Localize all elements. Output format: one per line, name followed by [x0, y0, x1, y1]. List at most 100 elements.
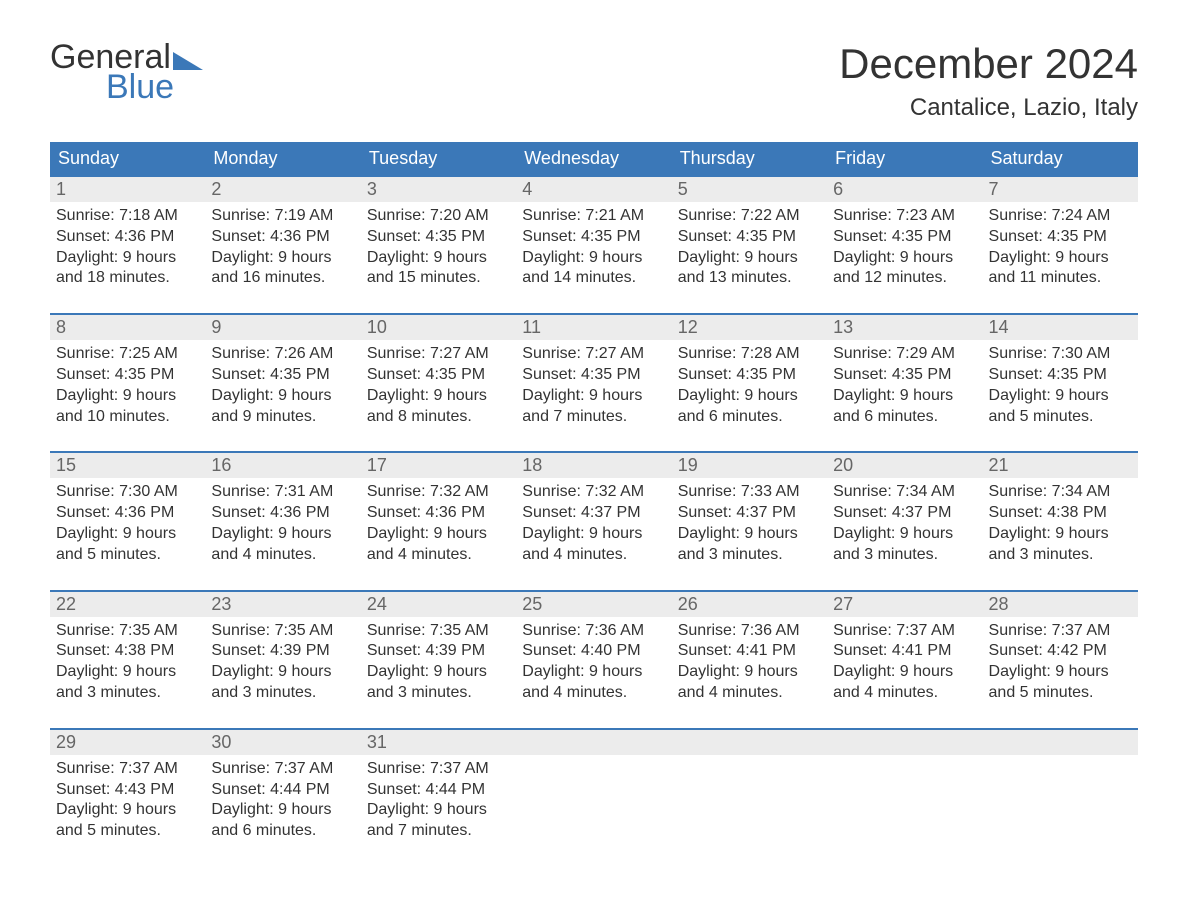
daylight-line: Daylight: 9 hours and 4 minutes.	[211, 524, 354, 566]
day-number: 15	[50, 453, 205, 478]
sunset-line: Sunset: 4:35 PM	[211, 365, 354, 386]
sunrise-line: Sunrise: 7:27 AM	[367, 344, 510, 365]
sunrise-line: Sunrise: 7:20 AM	[367, 206, 510, 227]
daylight-line: Daylight: 9 hours and 9 minutes.	[211, 386, 354, 428]
sunset-line: Sunset: 4:39 PM	[367, 641, 510, 662]
calendar-week: 15Sunrise: 7:30 AMSunset: 4:36 PMDayligh…	[50, 451, 1138, 571]
sunrise-line: Sunrise: 7:34 AM	[989, 482, 1132, 503]
daylight-line: Daylight: 9 hours and 16 minutes.	[211, 248, 354, 290]
daylight-line: Daylight: 9 hours and 3 minutes.	[367, 662, 510, 704]
calendar-day: 8Sunrise: 7:25 AMSunset: 4:35 PMDaylight…	[50, 315, 205, 433]
sunset-line: Sunset: 4:39 PM	[211, 641, 354, 662]
logo: General Blue	[50, 40, 203, 104]
day-body: Sunrise: 7:19 AMSunset: 4:36 PMDaylight:…	[205, 202, 360, 295]
daylight-line: Daylight: 9 hours and 4 minutes.	[678, 662, 821, 704]
day-body: Sunrise: 7:20 AMSunset: 4:35 PMDaylight:…	[361, 202, 516, 295]
day-body: Sunrise: 7:36 AMSunset: 4:40 PMDaylight:…	[516, 617, 671, 710]
day-body: Sunrise: 7:32 AMSunset: 4:36 PMDaylight:…	[361, 478, 516, 571]
sunset-line: Sunset: 4:41 PM	[678, 641, 821, 662]
day-number: 21	[983, 453, 1138, 478]
sunset-line: Sunset: 4:35 PM	[367, 227, 510, 248]
sunset-line: Sunset: 4:35 PM	[989, 227, 1132, 248]
sunset-line: Sunset: 4:44 PM	[367, 780, 510, 801]
day-body: Sunrise: 7:37 AMSunset: 4:44 PMDaylight:…	[205, 755, 360, 848]
calendar-day-header: SundayMondayTuesdayWednesdayThursdayFrid…	[50, 142, 1138, 175]
sunrise-line: Sunrise: 7:31 AM	[211, 482, 354, 503]
logo-text-blue: Blue	[50, 70, 203, 104]
day-number: 31	[361, 730, 516, 755]
day-number: 5	[672, 177, 827, 202]
calendar-day: 15Sunrise: 7:30 AMSunset: 4:36 PMDayligh…	[50, 453, 205, 571]
sunset-line: Sunset: 4:35 PM	[678, 365, 821, 386]
sunset-line: Sunset: 4:36 PM	[56, 227, 199, 248]
day-number: 24	[361, 592, 516, 617]
day-body: Sunrise: 7:37 AMSunset: 4:44 PMDaylight:…	[361, 755, 516, 848]
day-body: Sunrise: 7:34 AMSunset: 4:37 PMDaylight:…	[827, 478, 982, 571]
sunset-line: Sunset: 4:38 PM	[989, 503, 1132, 524]
sunrise-line: Sunrise: 7:23 AM	[833, 206, 976, 227]
daylight-line: Daylight: 9 hours and 14 minutes.	[522, 248, 665, 290]
sunset-line: Sunset: 4:36 PM	[56, 503, 199, 524]
calendar-week: 29Sunrise: 7:37 AMSunset: 4:43 PMDayligh…	[50, 728, 1138, 848]
daylight-line: Daylight: 9 hours and 15 minutes.	[367, 248, 510, 290]
calendar-day: 5Sunrise: 7:22 AMSunset: 4:35 PMDaylight…	[672, 177, 827, 295]
sunrise-line: Sunrise: 7:19 AM	[211, 206, 354, 227]
day-number: 20	[827, 453, 982, 478]
day-body: Sunrise: 7:21 AMSunset: 4:35 PMDaylight:…	[516, 202, 671, 295]
daylight-line: Daylight: 9 hours and 10 minutes.	[56, 386, 199, 428]
day-body: Sunrise: 7:37 AMSunset: 4:43 PMDaylight:…	[50, 755, 205, 848]
calendar-day: 22Sunrise: 7:35 AMSunset: 4:38 PMDayligh…	[50, 592, 205, 710]
day-number: 9	[205, 315, 360, 340]
day-body: Sunrise: 7:18 AMSunset: 4:36 PMDaylight:…	[50, 202, 205, 295]
day-number: 12	[672, 315, 827, 340]
sunset-line: Sunset: 4:37 PM	[678, 503, 821, 524]
calendar-day: 27Sunrise: 7:37 AMSunset: 4:41 PMDayligh…	[827, 592, 982, 710]
daylight-line: Daylight: 9 hours and 3 minutes.	[678, 524, 821, 566]
calendar-day: .	[983, 730, 1138, 848]
day-number: 11	[516, 315, 671, 340]
calendar-day: 28Sunrise: 7:37 AMSunset: 4:42 PMDayligh…	[983, 592, 1138, 710]
day-body: Sunrise: 7:35 AMSunset: 4:39 PMDaylight:…	[205, 617, 360, 710]
day-header-cell: Tuesday	[361, 142, 516, 175]
calendar-day: 6Sunrise: 7:23 AMSunset: 4:35 PMDaylight…	[827, 177, 982, 295]
sunrise-line: Sunrise: 7:18 AM	[56, 206, 199, 227]
calendar-day: 25Sunrise: 7:36 AMSunset: 4:40 PMDayligh…	[516, 592, 671, 710]
calendar-day: 20Sunrise: 7:34 AMSunset: 4:37 PMDayligh…	[827, 453, 982, 571]
day-body: Sunrise: 7:34 AMSunset: 4:38 PMDaylight:…	[983, 478, 1138, 571]
sunrise-line: Sunrise: 7:36 AM	[678, 621, 821, 642]
sunrise-line: Sunrise: 7:30 AM	[989, 344, 1132, 365]
day-body: Sunrise: 7:30 AMSunset: 4:36 PMDaylight:…	[50, 478, 205, 571]
day-header-cell: Thursday	[672, 142, 827, 175]
day-number: 7	[983, 177, 1138, 202]
calendar-day: 24Sunrise: 7:35 AMSunset: 4:39 PMDayligh…	[361, 592, 516, 710]
calendar-day: 19Sunrise: 7:33 AMSunset: 4:37 PMDayligh…	[672, 453, 827, 571]
sunrise-line: Sunrise: 7:24 AM	[989, 206, 1132, 227]
daylight-line: Daylight: 9 hours and 4 minutes.	[833, 662, 976, 704]
sunrise-line: Sunrise: 7:36 AM	[522, 621, 665, 642]
calendar-day: .	[672, 730, 827, 848]
sunset-line: Sunset: 4:37 PM	[833, 503, 976, 524]
sunset-line: Sunset: 4:37 PM	[522, 503, 665, 524]
calendar-day: 26Sunrise: 7:36 AMSunset: 4:41 PMDayligh…	[672, 592, 827, 710]
daylight-line: Daylight: 9 hours and 6 minutes.	[211, 800, 354, 842]
calendar-day: .	[516, 730, 671, 848]
daylight-line: Daylight: 9 hours and 5 minutes.	[989, 662, 1132, 704]
sunset-line: Sunset: 4:41 PM	[833, 641, 976, 662]
calendar-day: 18Sunrise: 7:32 AMSunset: 4:37 PMDayligh…	[516, 453, 671, 571]
sunrise-line: Sunrise: 7:35 AM	[56, 621, 199, 642]
calendar-day: 9 Sunrise: 7:26 AMSunset: 4:35 PMDaylight…	[205, 315, 360, 433]
calendar-day: 31Sunrise: 7:37 AMSunset: 4:44 PMDayligh…	[361, 730, 516, 848]
sunset-line: Sunset: 4:35 PM	[989, 365, 1132, 386]
day-header-cell: Friday	[827, 142, 982, 175]
sunrise-line: Sunrise: 7:28 AM	[678, 344, 821, 365]
day-number: .	[827, 730, 982, 755]
day-body: Sunrise: 7:24 AMSunset: 4:35 PMDaylight:…	[983, 202, 1138, 295]
sunset-line: Sunset: 4:35 PM	[678, 227, 821, 248]
sunrise-line: Sunrise: 7:26 AM	[211, 344, 354, 365]
daylight-line: Daylight: 9 hours and 3 minutes.	[833, 524, 976, 566]
sunrise-line: Sunrise: 7:29 AM	[833, 344, 976, 365]
sunrise-line: Sunrise: 7:37 AM	[211, 759, 354, 780]
sunset-line: Sunset: 4:42 PM	[989, 641, 1132, 662]
calendar-day: 23Sunrise: 7:35 AMSunset: 4:39 PMDayligh…	[205, 592, 360, 710]
day-body: Sunrise: 7:27 AMSunset: 4:35 PMDaylight:…	[516, 340, 671, 433]
